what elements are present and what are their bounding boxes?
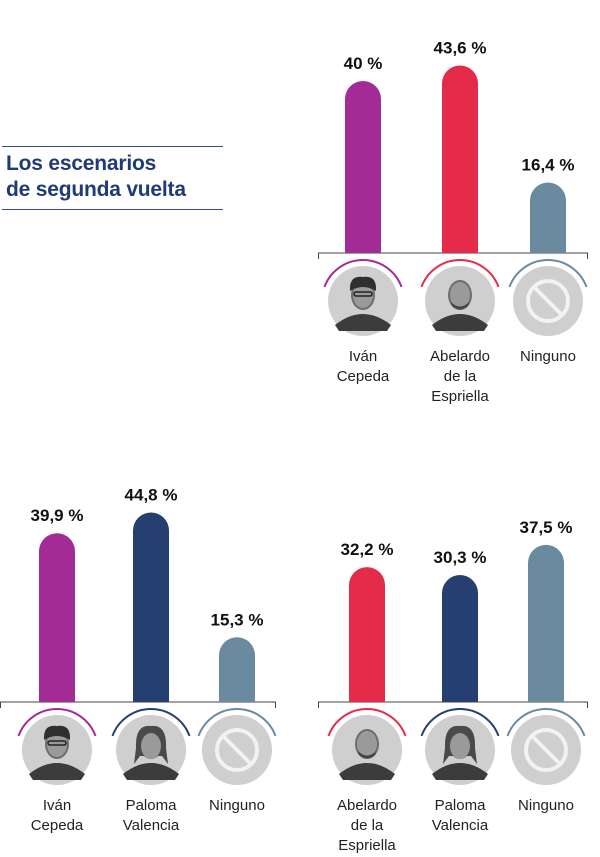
value-label: 32,2 % xyxy=(341,540,394,559)
value-label: 40 % xyxy=(344,54,383,73)
portrait-face xyxy=(353,282,373,308)
category-label: Paloma xyxy=(126,797,178,814)
category-label: Valencia xyxy=(432,817,489,834)
icon-arc xyxy=(323,259,403,288)
portrait-shoulders xyxy=(432,763,488,780)
heading-line-1: Los escenarios xyxy=(6,152,157,175)
bar xyxy=(442,575,478,702)
bar xyxy=(39,533,75,702)
category-label: Iván xyxy=(349,348,377,365)
value-label: 43,6 % xyxy=(434,39,487,58)
value-label: 15,3 % xyxy=(211,610,264,629)
category-label: Abelardo xyxy=(430,348,490,365)
portrait-hair xyxy=(349,276,377,291)
icon-arc xyxy=(327,708,407,737)
value-label: 44,8 % xyxy=(125,485,178,504)
category-label: Valencia xyxy=(123,817,180,834)
cepeda-photo-icon xyxy=(17,708,97,785)
portrait-shoulders xyxy=(335,314,391,331)
portrait-face xyxy=(450,733,470,759)
category-label: Iván xyxy=(43,797,71,814)
category-label: Espriella xyxy=(431,388,489,405)
chart-3: 32,2 % Abelardo de la Espriella 30,3 % Paloma… xyxy=(318,518,588,854)
bar xyxy=(442,65,478,254)
bar xyxy=(530,182,566,253)
icon-arc xyxy=(17,708,97,737)
valencia-photo-icon xyxy=(420,708,500,785)
none-slash xyxy=(221,734,253,766)
portrait-shoulders xyxy=(432,314,488,331)
none-icon xyxy=(197,708,277,785)
value-label: 37,5 % xyxy=(520,518,573,537)
chart-2: 39,9 % Iván Cepeda 44,8 % Paloma Valencia 15,3… xyxy=(0,485,277,834)
category-label: Ninguno xyxy=(518,797,574,814)
espriella-photo-icon xyxy=(327,708,407,785)
icon-arc xyxy=(508,259,588,288)
none-ring xyxy=(524,728,568,772)
portrait-shoulders xyxy=(29,763,85,780)
portrait-hair xyxy=(43,725,71,740)
category-label: Cepeda xyxy=(337,368,390,385)
value-label: 39,9 % xyxy=(31,506,84,525)
none-ring xyxy=(215,728,259,772)
category-label: Abelardo xyxy=(337,797,397,814)
portrait-beard xyxy=(358,751,376,759)
none-icon xyxy=(506,708,586,785)
portrait-face xyxy=(141,733,161,759)
icon-arc xyxy=(197,708,277,737)
icon-arc xyxy=(420,259,500,288)
bar xyxy=(219,637,255,702)
bar xyxy=(345,81,381,253)
portrait-face xyxy=(357,731,377,757)
category-label: de la xyxy=(351,817,384,834)
category-label: Ninguno xyxy=(520,348,576,365)
portrait-glasses xyxy=(47,740,67,746)
chart-1: 40 % Iván Cepeda 43,6 % Abelardo de la Espriel… xyxy=(318,39,588,405)
none-ring xyxy=(526,279,570,323)
none-slash xyxy=(532,285,564,317)
portrait-face xyxy=(47,731,67,757)
espriella-photo-icon xyxy=(420,259,500,336)
portrait-face xyxy=(450,282,470,308)
heading: Los escenarios de segunda vuelta xyxy=(2,146,223,210)
none-icon xyxy=(508,259,588,336)
portrait-shoulders xyxy=(123,763,179,780)
cepeda-photo-icon xyxy=(323,259,403,336)
category-label: Ninguno xyxy=(209,797,265,814)
bar xyxy=(133,512,169,702)
category-label: Cepeda xyxy=(31,817,84,834)
valencia-photo-icon xyxy=(111,708,191,785)
bar xyxy=(349,567,385,702)
category-label: Espriella xyxy=(338,837,396,854)
icon-arc xyxy=(111,708,191,737)
icon-arc xyxy=(420,708,500,737)
none-slash xyxy=(530,734,562,766)
value-label: 16,4 % xyxy=(522,155,575,174)
category-label: Paloma xyxy=(435,797,487,814)
portrait-shoulders xyxy=(339,763,395,780)
value-label: 30,3 % xyxy=(434,548,487,567)
heading-line-2: de segunda vuelta xyxy=(6,178,186,201)
portrait-beard xyxy=(451,302,469,310)
category-label: de la xyxy=(444,368,477,385)
icon-arc xyxy=(506,708,586,737)
bar xyxy=(528,544,564,702)
portrait-glasses xyxy=(353,291,373,297)
